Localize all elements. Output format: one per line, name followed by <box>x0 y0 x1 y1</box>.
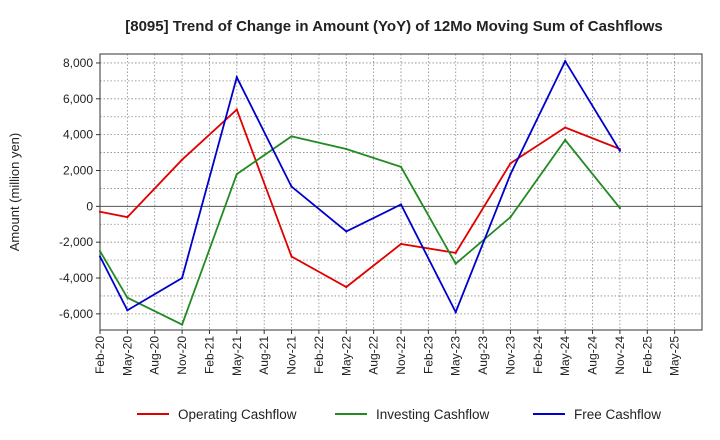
x-tick-label: Feb-25 <box>640 336 654 374</box>
y-tick-label: -2,000 <box>59 235 93 249</box>
data-point-investing-cashflow <box>180 323 184 326</box>
data-point-investing-cashflow <box>618 207 622 210</box>
x-tick-label: Aug-24 <box>586 336 600 375</box>
legend-label-investing-cashflow: Investing Cashflow <box>376 407 490 422</box>
x-axis-ticks: Feb-20 May-20 Aug-20 Nov-20 Feb-21 May-21 Aug-… <box>93 330 682 376</box>
data-point-investing-cashflow <box>345 147 348 151</box>
data-point-free-cashflow <box>618 149 622 152</box>
data-point-operating-cashflow <box>180 158 184 161</box>
data-point-operating-cashflow <box>454 251 457 255</box>
data-point-free-cashflow <box>454 310 457 314</box>
y-tick-label: -6,000 <box>59 307 93 321</box>
grid <box>100 54 702 330</box>
data-point-operating-cashflow <box>564 126 567 129</box>
x-tick-label: Feb-21 <box>202 336 216 374</box>
x-tick-label: May-22 <box>339 336 353 376</box>
y-axis-label: Amount (million yen) <box>7 133 22 252</box>
x-tick-label: May-21 <box>230 336 244 376</box>
x-tick-label: May-24 <box>558 336 572 376</box>
y-tick-label: 4,000 <box>63 128 93 142</box>
y-tick-label: 2,000 <box>63 163 93 177</box>
data-point-free-cashflow <box>290 185 293 188</box>
data-point-operating-cashflow <box>290 255 293 258</box>
x-tick-label: May-20 <box>120 336 134 376</box>
y-tick-label: 6,000 <box>63 92 93 106</box>
x-tick-label: Aug-23 <box>476 336 490 375</box>
x-tick-label: Feb-24 <box>531 336 545 374</box>
series-group <box>98 59 622 326</box>
data-point-free-cashflow <box>345 230 348 233</box>
x-tick-label: Aug-21 <box>257 336 271 375</box>
legend: Operating Cashflow Investing Cashflow Free… <box>137 407 661 422</box>
x-tick-label: Aug-20 <box>148 336 162 375</box>
x-tick-label: Aug-22 <box>367 336 381 375</box>
data-point-free-cashflow <box>180 276 184 280</box>
data-point-investing-cashflow <box>564 138 567 142</box>
x-tick-label: Nov-20 <box>175 336 189 375</box>
data-point-free-cashflow <box>235 76 238 79</box>
y-tick-label: 8,000 <box>63 56 93 70</box>
data-point-investing-cashflow <box>454 262 457 265</box>
y-tick-label: -4,000 <box>59 271 93 285</box>
data-point-free-cashflow <box>509 172 512 176</box>
x-tick-label: Feb-23 <box>421 336 435 374</box>
x-tick-label: Feb-22 <box>312 336 326 374</box>
data-point-investing-cashflow <box>290 135 293 138</box>
data-point-investing-cashflow <box>126 296 129 299</box>
x-tick-label: May-23 <box>449 336 463 376</box>
data-point-operating-cashflow <box>399 242 403 246</box>
data-point-operating-cashflow <box>235 108 238 111</box>
data-point-investing-cashflow <box>399 165 403 169</box>
x-tick-label: Nov-24 <box>613 336 627 375</box>
data-point-free-cashflow <box>98 255 102 258</box>
data-point-operating-cashflow <box>98 210 102 213</box>
data-point-investing-cashflow <box>509 215 512 219</box>
data-point-operating-cashflow <box>126 215 129 219</box>
chart-title: [8095] Trend of Change in Amount (YoY) o… <box>125 18 663 35</box>
x-tick-label: Nov-21 <box>285 336 299 375</box>
data-point-free-cashflow <box>399 203 403 206</box>
data-point-operating-cashflow <box>345 285 348 289</box>
legend-label-free-cashflow: Free Cashflow <box>574 407 661 422</box>
x-tick-label: May-25 <box>668 336 682 376</box>
y-tick-label: 0 <box>86 199 93 213</box>
data-point-investing-cashflow <box>235 172 238 176</box>
x-tick-label: Nov-23 <box>503 336 517 375</box>
x-tick-label: Nov-22 <box>394 336 408 375</box>
y-axis-ticks: -6,000 -4,000 -2,000 0 2,000 4,000 6,000 8,000 <box>59 56 100 321</box>
x-tick-label: Feb-20 <box>93 336 107 374</box>
data-point-free-cashflow <box>564 60 567 63</box>
data-point-free-cashflow <box>126 309 129 312</box>
data-point-operating-cashflow <box>509 162 512 165</box>
legend-label-operating-cashflow: Operating Cashflow <box>178 407 297 422</box>
data-point-investing-cashflow <box>98 250 102 253</box>
